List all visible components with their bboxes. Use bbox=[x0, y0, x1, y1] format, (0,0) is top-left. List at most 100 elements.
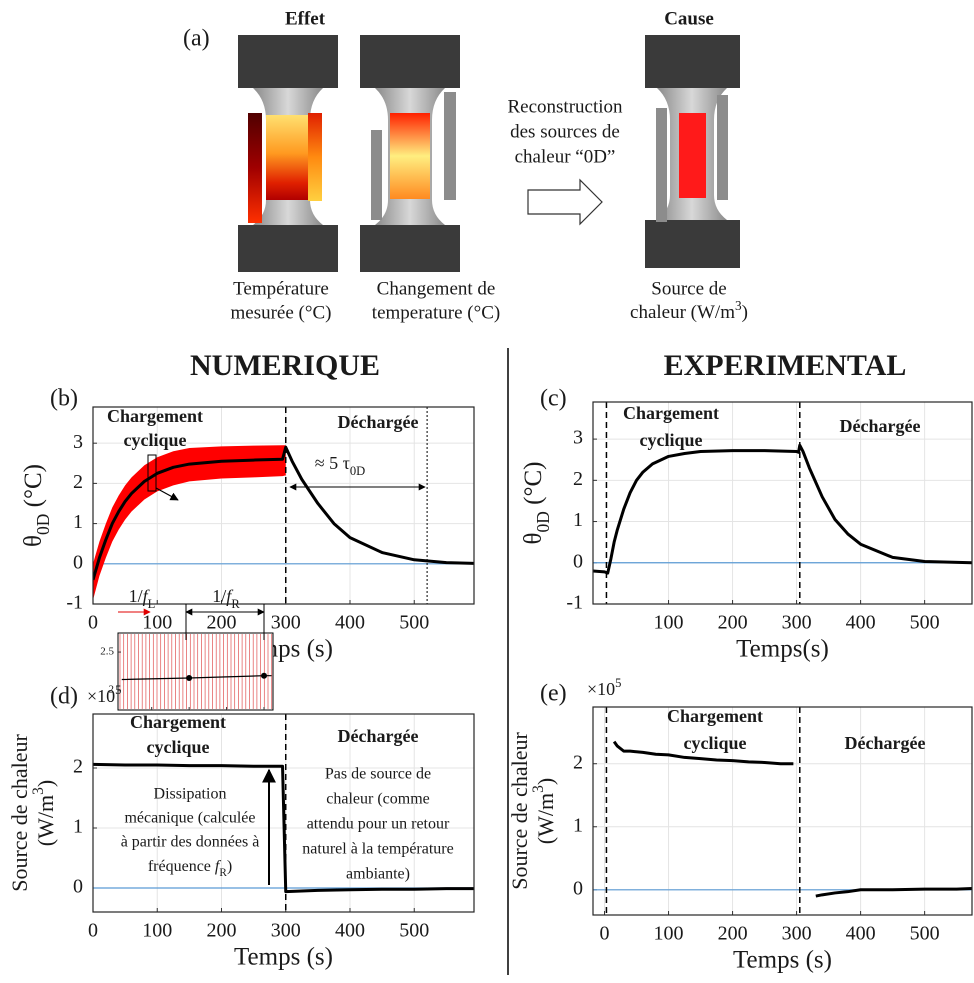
caption: chaleur (W/m3) bbox=[630, 298, 748, 324]
arrow-label: Reconstruction bbox=[507, 96, 623, 117]
inset-annotation-part: 1/ bbox=[212, 586, 226, 606]
y-tick-label: 1 bbox=[73, 511, 83, 533]
annotation: cyclique bbox=[640, 430, 703, 450]
specimen bbox=[360, 35, 460, 272]
y-axis-label-part: θ bbox=[20, 535, 47, 547]
inset-annotation: 1/fR bbox=[212, 586, 240, 611]
inset-y-tick-label: 2.5 bbox=[100, 646, 114, 658]
x-tick-label: 300 bbox=[271, 920, 301, 942]
caption: Température bbox=[233, 278, 329, 299]
axis-exponent-part: 5 bbox=[615, 676, 621, 690]
annotation: Déchargée bbox=[338, 412, 419, 432]
caption: Source de bbox=[651, 278, 726, 299]
y-axis-label-part: ) bbox=[533, 778, 558, 785]
y-axis-label-part: 0D bbox=[33, 514, 53, 535]
plot-content bbox=[93, 714, 474, 912]
y-axis-label-part: 3 bbox=[30, 787, 47, 795]
y-tick-label: 2 bbox=[73, 756, 83, 778]
y-axis-label: θ0D (°C) bbox=[20, 464, 53, 547]
y-axis-label-part: θ bbox=[520, 532, 547, 544]
caption: temperature (°C) bbox=[372, 302, 500, 323]
y-tick-label: 0 bbox=[573, 550, 583, 572]
chart: 0 100 200 300 400 500 0 1 2 (e) Temps (s) Source de… bbox=[507, 676, 973, 974]
annotation: Dissipation bbox=[154, 786, 227, 803]
plot-frame bbox=[92, 713, 475, 913]
y-axis-label: (W/m3) bbox=[530, 778, 558, 844]
annotation: ≈ 5 τ0D bbox=[315, 453, 366, 478]
x-tick-label: 200 bbox=[718, 612, 748, 634]
x-tick-label: 500 bbox=[910, 923, 940, 945]
y-axis-label: (W/m3) bbox=[30, 780, 58, 846]
y-tick-label: -1 bbox=[566, 592, 583, 614]
x-tick-label: 300 bbox=[782, 612, 812, 634]
x-tick-label: 0 bbox=[88, 612, 98, 634]
annotation: ambiante) bbox=[346, 866, 410, 883]
annotation-part: fréquence bbox=[148, 858, 215, 875]
panel-label: (e) bbox=[540, 681, 567, 707]
annotation: attendu pour un retour bbox=[307, 816, 450, 833]
y-axis-label: Source de chaleur bbox=[7, 734, 32, 892]
y-axis-label-part: (°C) bbox=[520, 462, 547, 512]
plot-content bbox=[593, 707, 972, 915]
annotation: Chargement bbox=[623, 403, 719, 423]
annotation: à partir des données à bbox=[121, 834, 260, 851]
plot-area bbox=[593, 707, 972, 915]
specimen bbox=[238, 35, 338, 272]
y-tick-label: -1 bbox=[66, 592, 83, 614]
caption: mesurée (°C) bbox=[231, 302, 332, 323]
x-tick-label: 0 bbox=[600, 923, 610, 945]
annotation: Chargement bbox=[667, 706, 763, 726]
annotation-part: ) bbox=[227, 858, 232, 875]
y-tick-label: 1 bbox=[73, 816, 83, 838]
y-tick-label: 0 bbox=[73, 876, 83, 898]
caption: Changement de bbox=[377, 278, 496, 299]
arrow-label: chaleur “0D” bbox=[515, 146, 616, 167]
plot-frame bbox=[592, 706, 973, 916]
inset-annotation-part: f bbox=[143, 586, 151, 606]
inset-annotation: 1/fL bbox=[129, 586, 156, 611]
x-axis-label: Temps(s) bbox=[736, 636, 829, 663]
inset-annotation-part: f bbox=[226, 586, 234, 606]
arrow-label: des sources de bbox=[510, 121, 620, 142]
plot-frame bbox=[92, 406, 475, 605]
panel-label: (c) bbox=[540, 386, 567, 412]
x-tick-label: 400 bbox=[335, 612, 365, 634]
axis-exponent: ×105 bbox=[587, 676, 621, 699]
x-tick-label: 400 bbox=[846, 612, 876, 634]
annotation-part: f bbox=[215, 858, 222, 875]
x-tick-label: 500 bbox=[910, 612, 940, 634]
inset-frame bbox=[117, 632, 274, 711]
caption-part: ) bbox=[742, 302, 748, 323]
inset-line bbox=[121, 675, 272, 681]
x-tick-label: 300 bbox=[782, 923, 812, 945]
y-axis-label-part: 0D bbox=[533, 511, 553, 532]
specimen bbox=[645, 35, 740, 268]
annotation: Déchargée bbox=[845, 733, 926, 753]
axis-exponent-part: ×10 bbox=[87, 686, 115, 706]
diagram: (a) Effet Cause Reconstruction des sourc… bbox=[183, 8, 748, 323]
heading: NUMERIQUE bbox=[190, 349, 380, 382]
annotation: chaleur (comme bbox=[326, 791, 430, 808]
x-tick-label: 100 bbox=[142, 920, 172, 942]
inset-y-tick-label: 2 bbox=[109, 684, 115, 696]
y-tick-label: 3 bbox=[573, 427, 583, 449]
annotation-part: ≈ 5 τ bbox=[315, 453, 350, 473]
annotation-part: R bbox=[219, 867, 227, 879]
effect-label: Effet bbox=[285, 8, 326, 29]
plot-area bbox=[93, 407, 474, 604]
inset-marker bbox=[261, 672, 268, 679]
annotation: Déchargée bbox=[840, 416, 921, 436]
annotation: Déchargée bbox=[338, 726, 419, 746]
x-tick-label: 500 bbox=[399, 920, 429, 942]
y-tick-label: 1 bbox=[573, 814, 583, 836]
inset-marker bbox=[186, 674, 193, 681]
caption-part: chaleur (W/m bbox=[630, 302, 735, 323]
panel-label: (a) bbox=[183, 26, 210, 52]
series-line bbox=[93, 445, 474, 581]
panel-label: (d) bbox=[50, 684, 78, 710]
y-tick-label: 2 bbox=[573, 468, 583, 490]
y-axis-label: Source de chaleur bbox=[507, 732, 532, 890]
x-tick-label: 100 bbox=[654, 923, 684, 945]
annotation: cyclique bbox=[147, 737, 210, 757]
